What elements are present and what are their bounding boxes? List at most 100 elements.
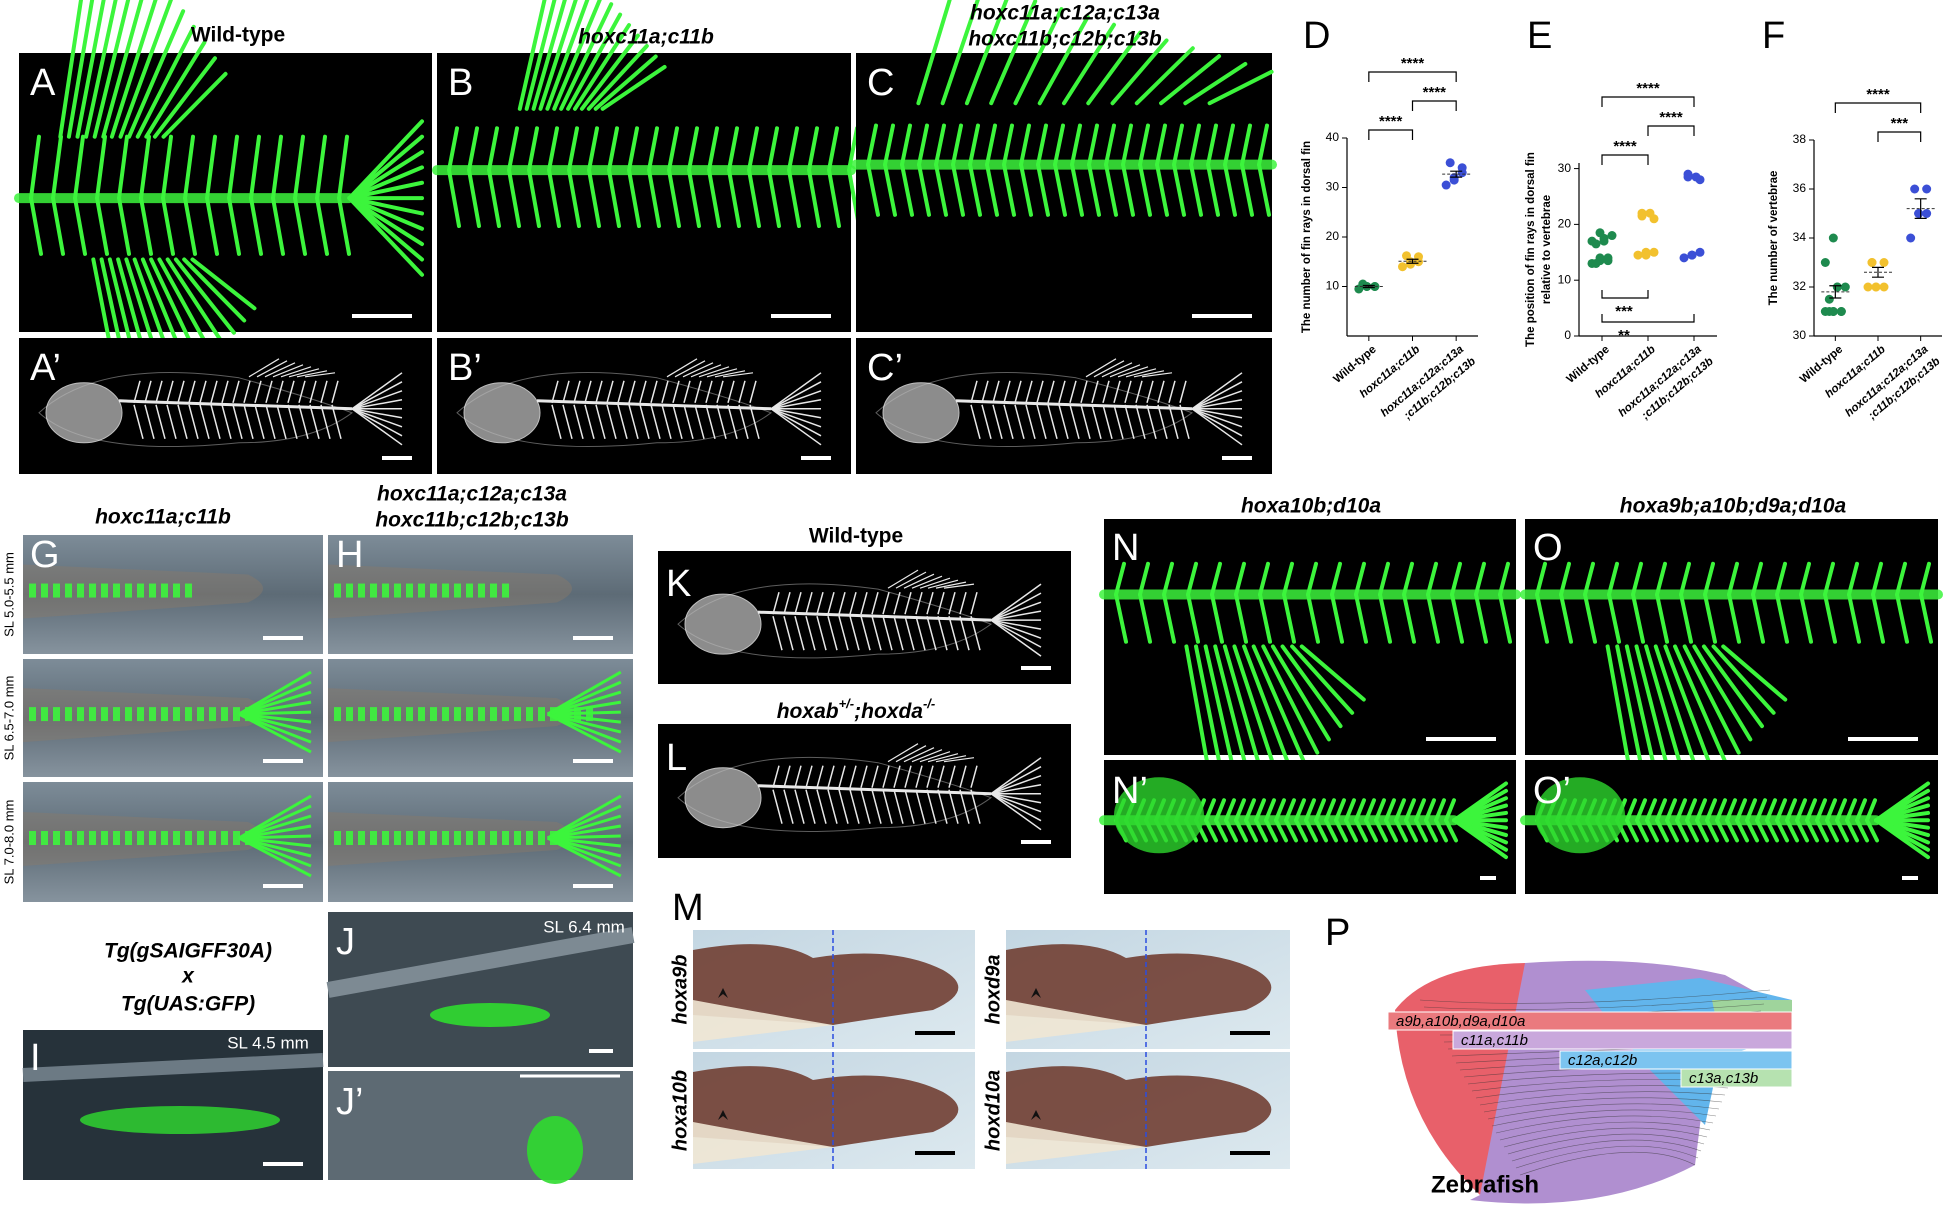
panel-title: x	[181, 965, 195, 988]
rib	[567, 168, 581, 228]
gene-label: hoxd10a	[982, 1070, 1004, 1151]
error-bar	[1829, 285, 1842, 299]
tail-ray	[770, 408, 822, 446]
tail-ray	[1191, 408, 1243, 446]
rib	[1257, 162, 1271, 217]
data-point	[1840, 282, 1850, 292]
rib	[727, 126, 739, 173]
fin-ray	[1423, 996, 1768, 1010]
arrowhead	[718, 1110, 728, 1120]
gfp-fin-ray	[238, 836, 312, 848]
rib	[1157, 404, 1168, 439]
gfp-segment	[538, 707, 545, 722]
rib	[276, 404, 287, 439]
rib	[1795, 798, 1807, 823]
rib	[904, 591, 912, 615]
rib	[1374, 818, 1388, 843]
rib	[948, 789, 959, 824]
rib	[1354, 818, 1368, 843]
significance-label: ****	[1613, 138, 1637, 155]
rib	[1735, 798, 1747, 823]
rib	[1815, 818, 1829, 843]
rib	[1394, 798, 1406, 823]
rib	[1402, 592, 1416, 644]
rib	[1121, 162, 1135, 217]
rib	[1498, 561, 1510, 597]
fin-ray	[666, 358, 698, 378]
rib	[1705, 818, 1719, 843]
gfp-fin-ray	[547, 836, 621, 848]
rib	[1384, 798, 1396, 823]
gfp-segment	[382, 583, 389, 598]
rib	[1434, 798, 1446, 823]
gfp-segment	[173, 583, 180, 598]
skull	[45, 382, 123, 444]
panel-letter: B’	[448, 347, 482, 389]
gfp-segment	[358, 707, 365, 722]
fin-ray	[1479, 1091, 1726, 1106]
gfp-segment	[430, 831, 437, 845]
rib	[1631, 592, 1645, 644]
fin-ray	[118, 0, 173, 139]
rib	[1091, 380, 1099, 403]
rib	[1535, 592, 1549, 644]
fin-ray	[903, 573, 935, 589]
rib	[1186, 592, 1200, 644]
fin-ray	[1242, 644, 1297, 782]
fin-ray	[903, 747, 935, 763]
rib	[747, 126, 759, 173]
data-point	[1603, 256, 1613, 266]
rib	[838, 789, 849, 824]
rib	[249, 196, 263, 256]
rib	[1426, 561, 1438, 597]
gfp-fin-ray	[238, 712, 312, 734]
rib	[144, 404, 155, 439]
spine	[955, 399, 1193, 411]
rib	[1751, 592, 1765, 644]
gfp-segment	[454, 831, 461, 845]
rib	[1745, 798, 1757, 823]
rib	[447, 126, 459, 173]
fish-xray	[677, 743, 1042, 832]
gfp-segment	[113, 707, 120, 722]
rib	[1805, 818, 1819, 843]
rib	[1146, 404, 1157, 439]
rib	[783, 765, 791, 788]
rib	[188, 404, 199, 439]
rib	[787, 126, 799, 173]
rib	[1113, 380, 1121, 403]
rib	[254, 380, 262, 403]
gfp-fin-ray	[546, 836, 622, 878]
rib	[1014, 404, 1025, 439]
rib	[672, 380, 680, 403]
domain-bar	[1452, 1030, 1793, 1050]
tail-ray	[990, 601, 1042, 621]
fin-ray	[916, 0, 952, 106]
gfp-fin-ray	[238, 836, 312, 858]
tail-ray	[990, 619, 1042, 657]
rib	[1053, 162, 1067, 217]
gfp-segment	[101, 707, 108, 722]
panel-title: hoxc11a;c11b	[578, 26, 714, 49]
gfp-segment	[101, 831, 108, 845]
y-tick-label: 10	[1326, 279, 1340, 293]
rib	[915, 591, 923, 615]
gfp-segment	[502, 831, 509, 845]
panel-title: hoxc11b;c12b;c13b	[375, 509, 569, 532]
rib	[1735, 818, 1749, 843]
gfp-segment	[454, 707, 461, 722]
rib	[287, 404, 298, 439]
rib	[904, 789, 915, 824]
x-tick-label: Wild-type	[1565, 343, 1612, 385]
rib	[948, 765, 956, 788]
rib	[1631, 561, 1643, 597]
fin-ray	[1125, 368, 1157, 378]
tail-ray	[990, 792, 1042, 804]
rib	[900, 123, 912, 167]
data-point	[1824, 294, 1834, 304]
rib	[139, 134, 151, 201]
significance-label: ****	[1866, 86, 1890, 103]
rib	[1384, 818, 1398, 843]
panel-letter: N	[1112, 527, 1139, 569]
gfp-segment	[125, 831, 132, 845]
